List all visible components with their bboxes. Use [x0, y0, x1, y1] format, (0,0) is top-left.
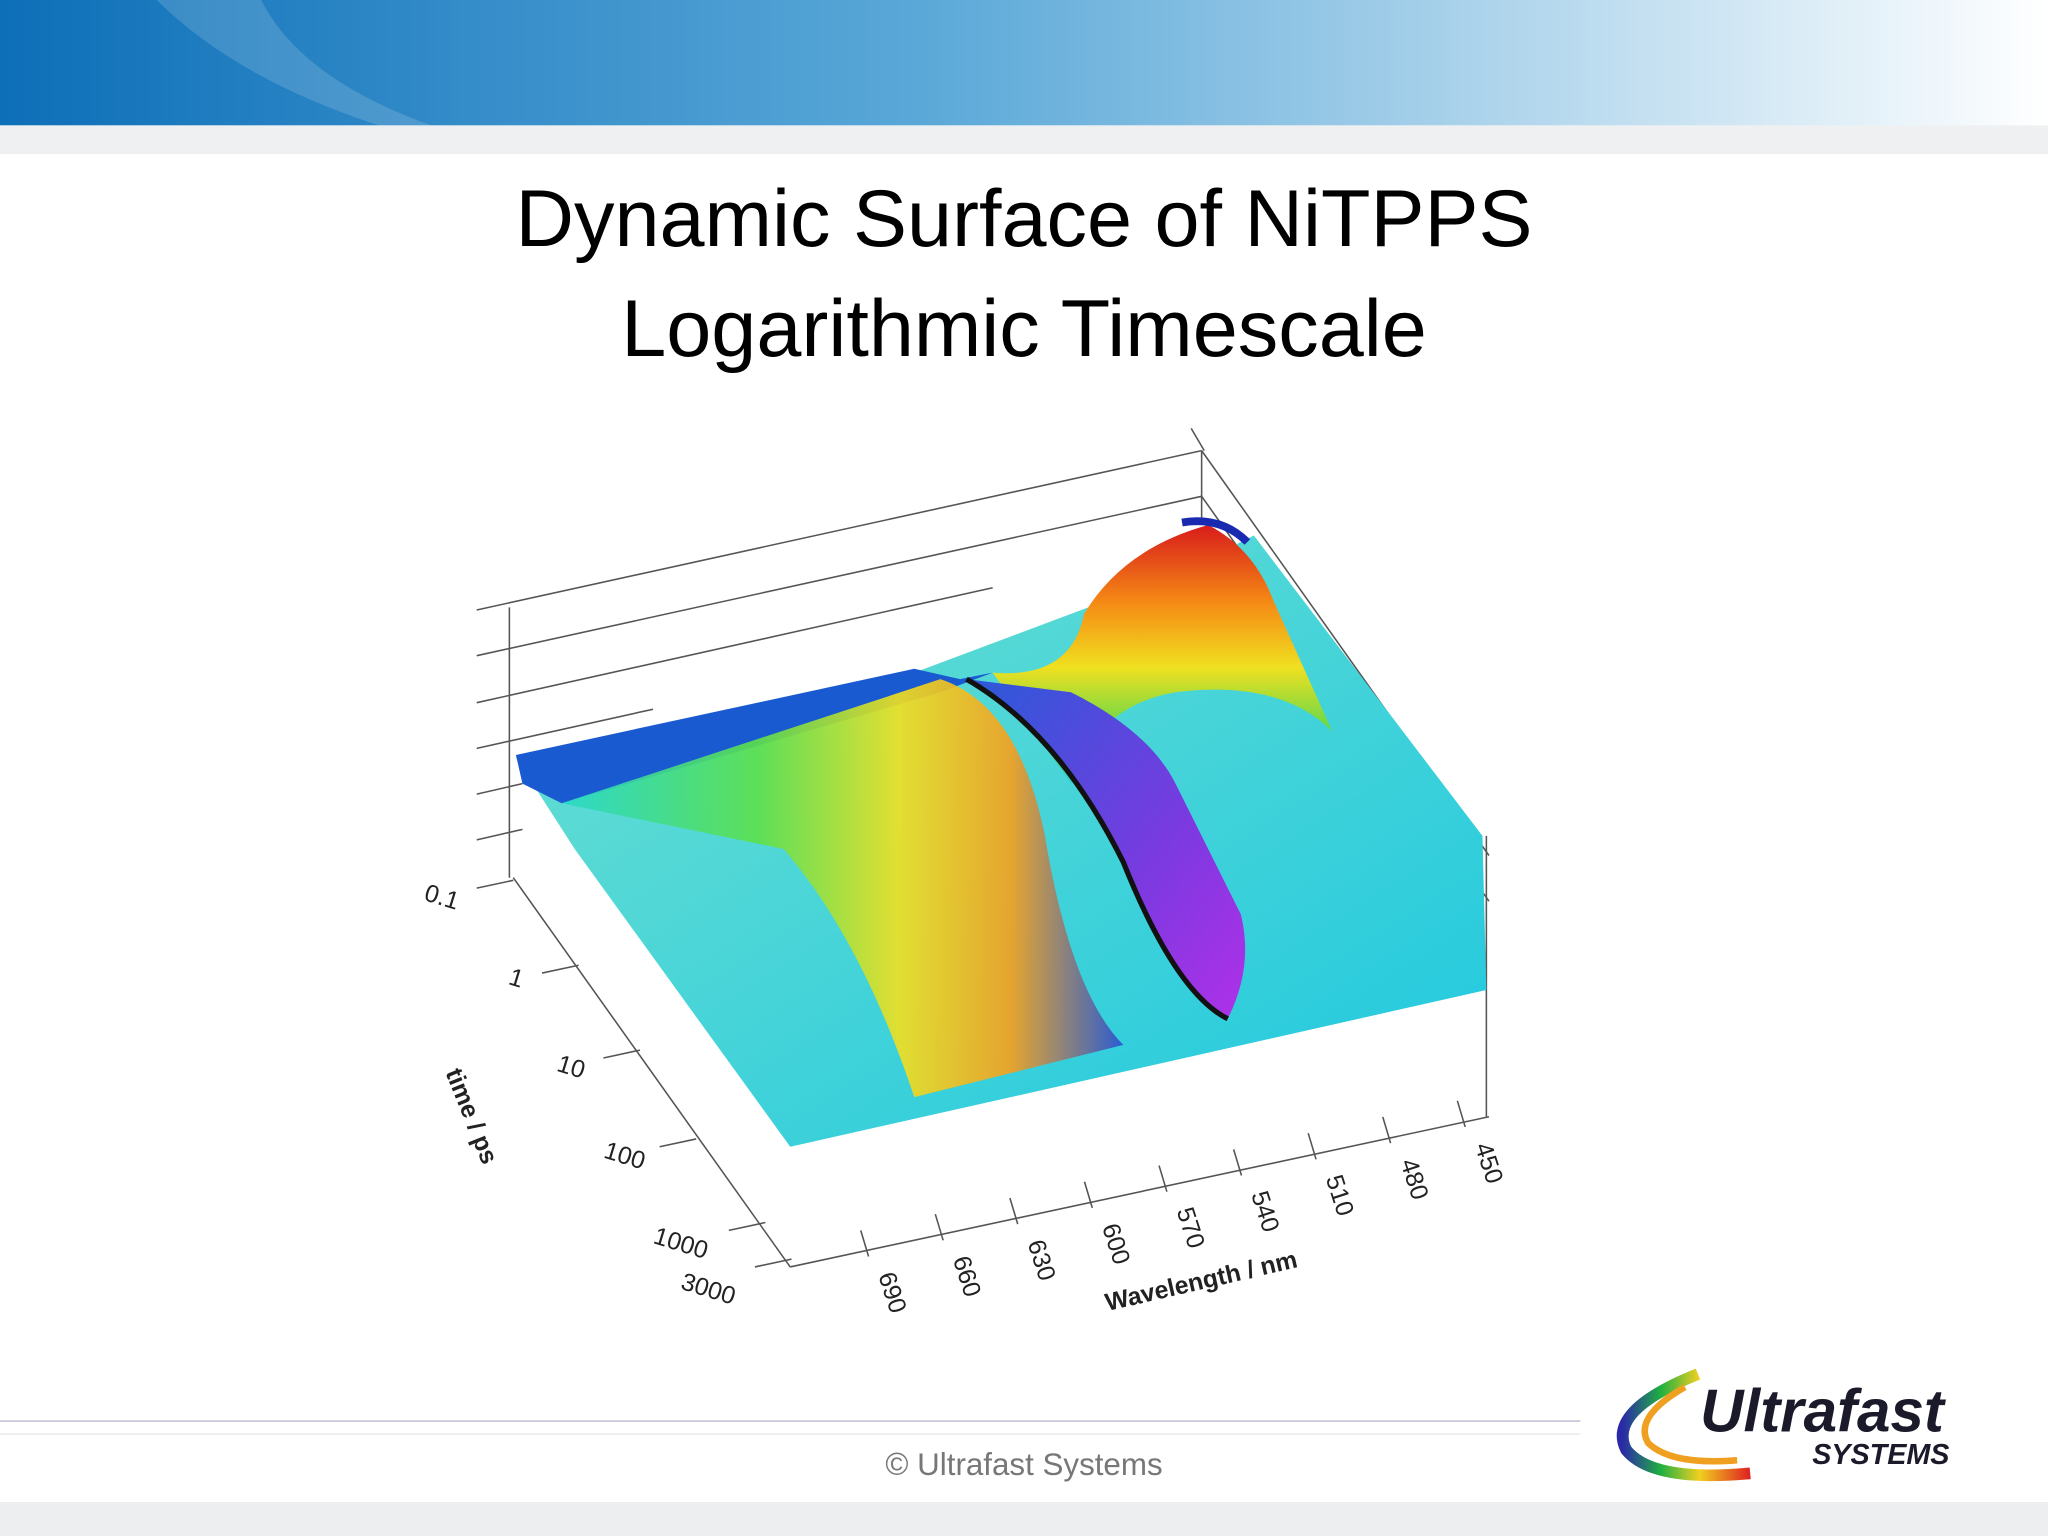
tick-mark [1158, 1165, 1168, 1192]
tick-mark [603, 1049, 641, 1059]
logo-sub: SYSTEMS [1812, 1439, 1949, 1471]
wavelength-tick-label: 600 [1096, 1220, 1134, 1268]
title-line: Logarithmic Timescale [621, 284, 1427, 374]
wavelength-tick-label: 570 [1171, 1204, 1209, 1252]
tick-mark [1307, 1132, 1317, 1160]
tick-mark [754, 1258, 792, 1268]
surface-plot [515, 517, 1487, 1147]
tick-mark [728, 1221, 766, 1232]
tick-mark [1083, 1181, 1094, 1209]
header-swoosh [156, 0, 432, 126]
time-tick-label: 100 [601, 1137, 648, 1175]
tick-mark [1232, 1149, 1243, 1176]
wavelength-tick-label: 630 [1022, 1237, 1060, 1285]
title-line: Dynamic Surface of NiTPPS [516, 174, 1533, 264]
tick-mark [1382, 1116, 1392, 1144]
time-tick-label: 3000 [678, 1269, 739, 1311]
tick-mark [476, 879, 514, 889]
time-tick-label: 1 [506, 964, 527, 994]
footer-band [0, 1502, 2048, 1536]
logo: Ultrafast SYSTEMS [1616, 1368, 1949, 1482]
tick-mark [1456, 1100, 1466, 1128]
wavelength-tick-label: 480 [1395, 1156, 1433, 1204]
tick-mark [859, 1230, 870, 1257]
wavelength-tick-label: 660 [947, 1253, 985, 1301]
logo-name: Ultrafast [1700, 1378, 1947, 1445]
time-axis-label: time / ps [440, 1065, 503, 1168]
time-tick-label: 0.1 [421, 880, 462, 916]
wavelength-tick-label: 540 [1245, 1188, 1283, 1236]
copyright: © Ultrafast Systems [885, 1447, 1162, 1482]
wavelength-tick-label: 510 [1320, 1172, 1358, 1220]
time-tick-label: 10 [554, 1051, 588, 1085]
header-shadow [0, 125, 2048, 155]
header-band [0, 0, 2048, 126]
wavelength-tick-label: 450 [1469, 1139, 1507, 1187]
time-tick-label: 1000 [650, 1223, 711, 1265]
tick-mark [659, 1138, 697, 1148]
tick-mark [1009, 1197, 1019, 1225]
tick-mark [541, 964, 579, 974]
tick-mark [934, 1213, 944, 1241]
wavelength-tick-label: 690 [872, 1269, 910, 1317]
